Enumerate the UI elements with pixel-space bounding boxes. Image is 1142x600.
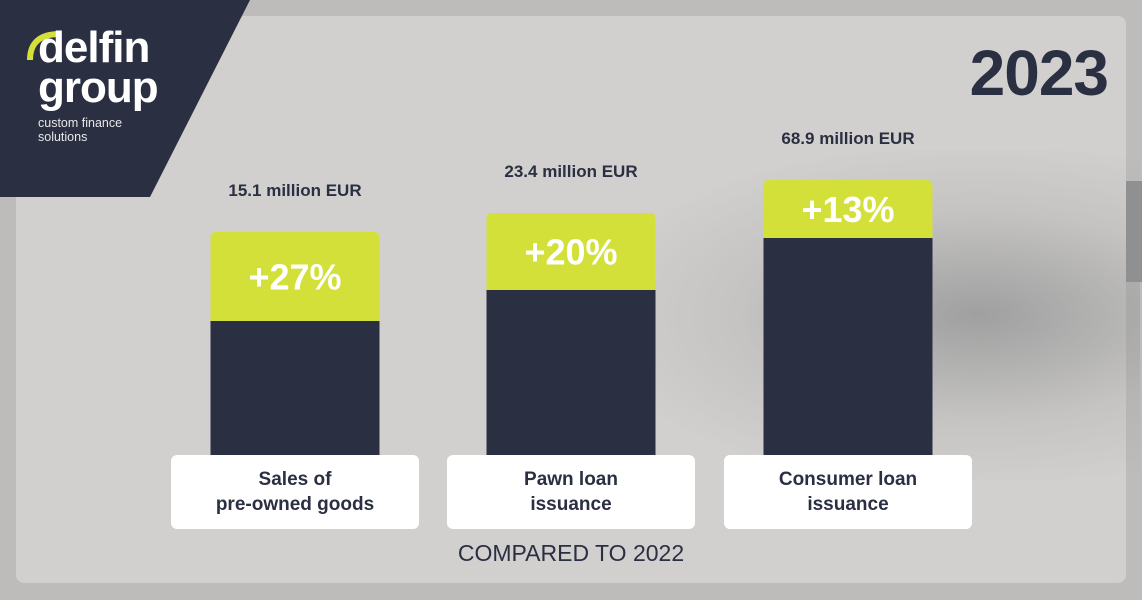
logo-arc-icon bbox=[27, 31, 61, 61]
bar-base-segment bbox=[763, 238, 933, 470]
bar-category-label: Sales of pre-owned goods bbox=[171, 455, 419, 529]
logo-word-group: group bbox=[38, 63, 159, 112]
bar-value-label: 15.1 million EUR bbox=[228, 181, 362, 200]
logo-word-delfin: delfin bbox=[38, 23, 150, 72]
bar-value-label: 68.9 million EUR bbox=[781, 129, 915, 148]
logo-panel bbox=[0, 0, 250, 197]
comparison-footer: COMPARED TO 2022 bbox=[457, 540, 685, 566]
logo: delfin group custom finance solutions bbox=[38, 23, 159, 145]
bar-growth-segment bbox=[486, 213, 656, 290]
bar-category-label: Consumer loan issuance bbox=[724, 455, 972, 529]
bar-category-label: Pawn loan issuance bbox=[447, 455, 695, 529]
logo-tagline-1: custom finance bbox=[38, 116, 123, 130]
bar-base-segment bbox=[210, 321, 380, 470]
bar-growth-label: +27% bbox=[248, 257, 341, 298]
logo-tagline-2: solutions bbox=[38, 130, 88, 144]
bar-growth-label: +13% bbox=[801, 189, 894, 230]
bar-growth-segment bbox=[763, 180, 933, 238]
bar-base-segment bbox=[486, 290, 656, 470]
side-tab bbox=[1126, 181, 1142, 282]
bar-value-label: 23.4 million EUR bbox=[504, 162, 638, 181]
year-title: 2023 bbox=[969, 37, 1109, 109]
bar-growth-label: +20% bbox=[524, 232, 617, 273]
bar-growth-segment bbox=[210, 232, 380, 321]
